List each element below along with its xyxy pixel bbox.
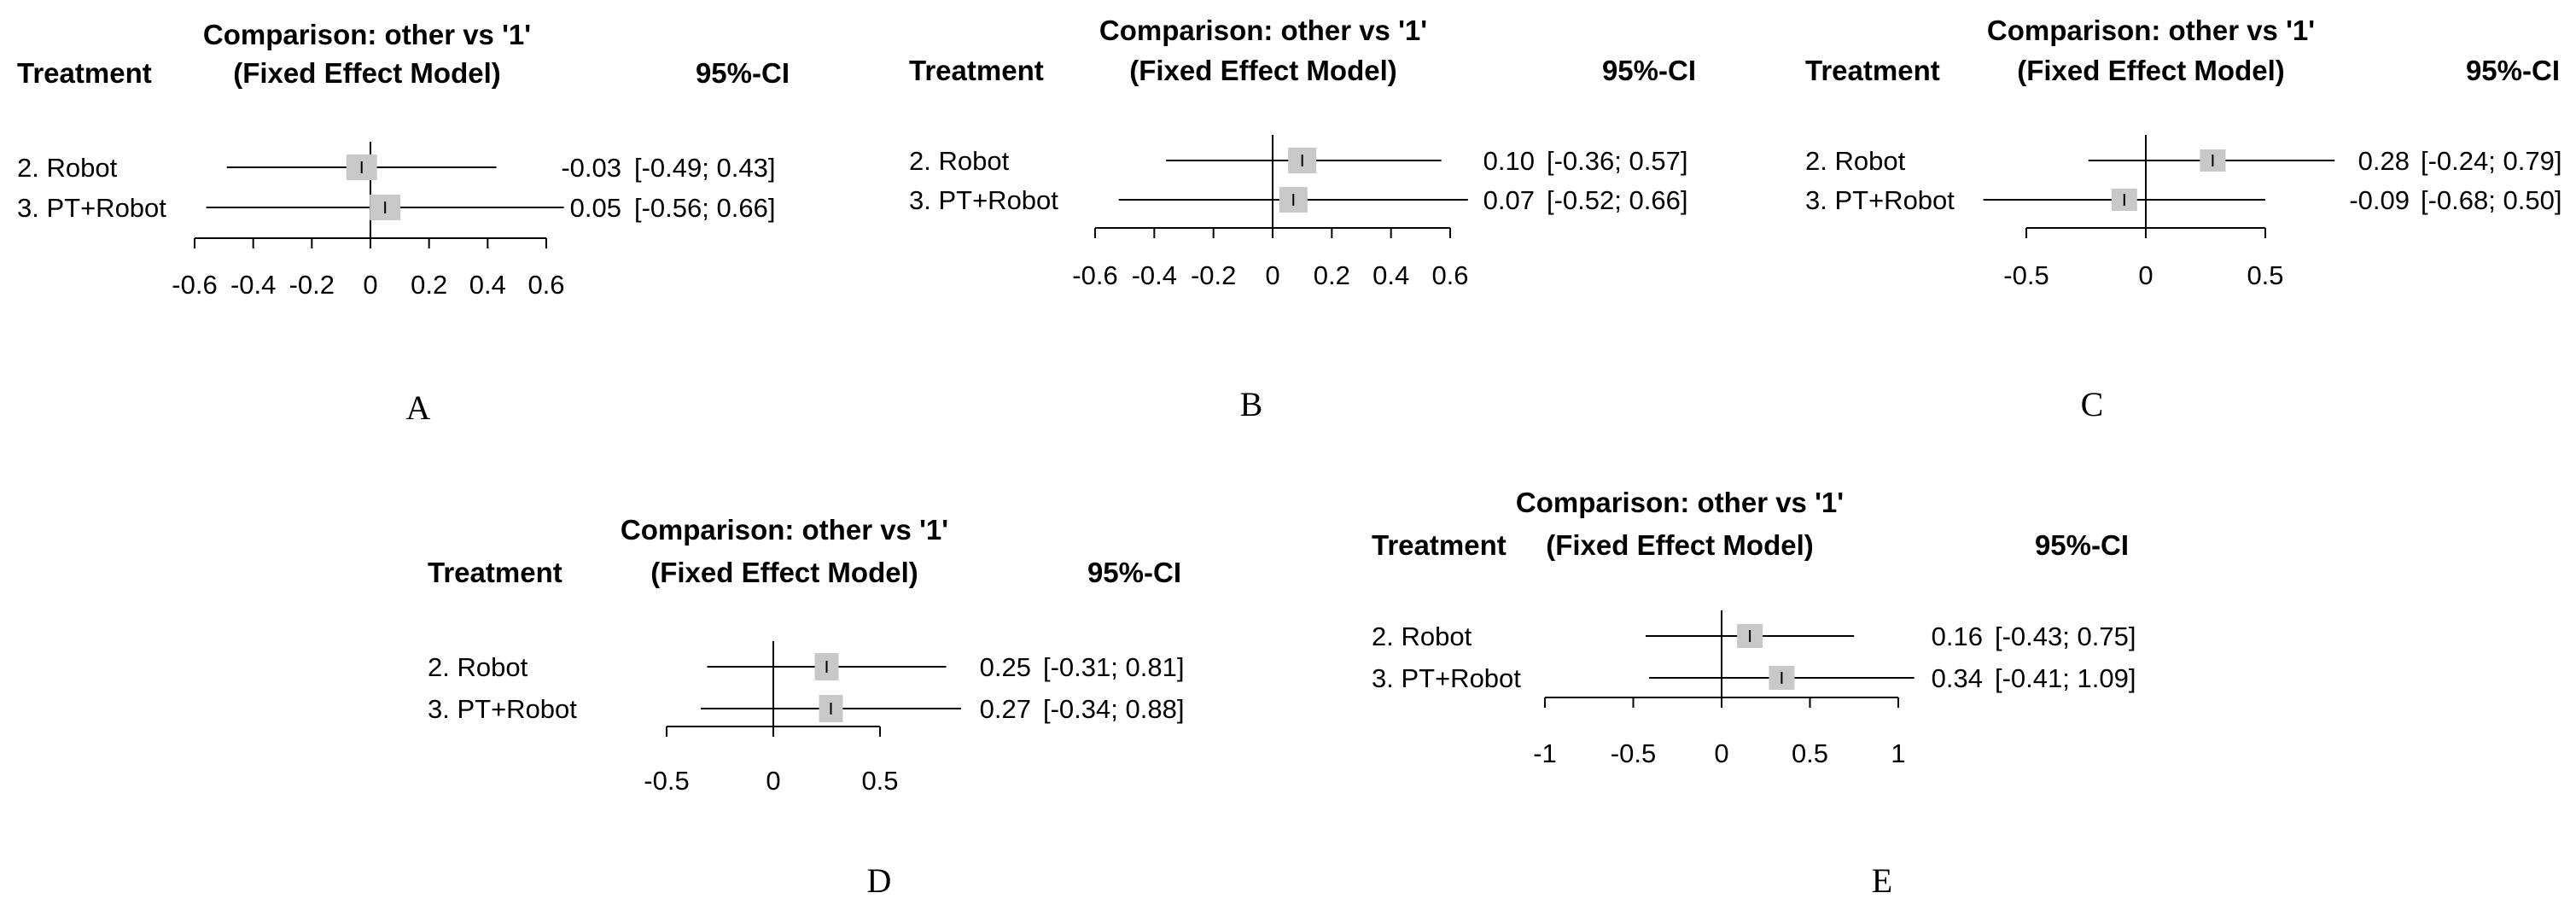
panel-d-row-0-estimate-label: 0.25 [980,652,1031,682]
panel-d-row-0-treatment: 2. Robot [428,652,528,682]
panel-e-tick-label-2: 0 [1714,738,1728,768]
panel-c-tick-label-2: 0.5 [2247,260,2283,290]
panel-d-row-1-ci-label: [-0.34; 0.88] [1043,694,1184,724]
panel-b-row-1-treatment: 3. PT+Robot [909,185,1058,215]
panel-d-letter: D [867,861,892,900]
panel-e-tick-label-1: -0.5 [1611,738,1656,768]
panel-e-letter: E [1872,861,1892,900]
panel-a-letter: A [406,388,431,427]
panel-a-title-line1: Comparison: other vs '1' [203,19,531,50]
panel-e-title-line2: (Fixed Effect Model) [1546,529,1814,561]
panel-a-tick-label-2: -0.2 [289,270,335,300]
panel-d-treatment-header: Treatment [428,557,562,588]
panel-b-row-1-estimate-label: 0.07 [1483,185,1535,215]
panel-e-row-0-estimate-label: 0.16 [1932,621,1983,651]
panel-e-row-0-treatment: 2. Robot [1372,621,1472,651]
panel-a-row-1-ci-label: [-0.56; 0.66] [634,193,775,223]
panel-e-row-1-ci-label: [-0.41; 1.09] [1995,663,2136,693]
panel-a-row-0-estimate-label: -0.03 [561,153,621,183]
panel-b-tick-label-3: 0 [1265,260,1279,290]
panel-d-title-line1: Comparison: other vs '1' [621,514,948,546]
panel-a-row-1-treatment: 3. PT+Robot [17,193,166,223]
panel-b-letter: B [1240,385,1263,423]
panel-c-title-line1: Comparison: other vs '1' [1987,15,2315,46]
panel-c-tick-label-0: -0.5 [2003,260,2049,290]
panel-d-title-line2: (Fixed Effect Model) [650,557,918,588]
panel-c-letter: C [2081,385,2104,423]
panel-a-tick-label-6: 0.6 [527,270,564,300]
panel-c-ci-header: 95%-CI [2466,55,2560,86]
panel-b-title-line2: (Fixed Effect Model) [1129,55,1397,86]
panel-a-row-1-estimate-label: 0.05 [570,193,621,223]
panel-c-row-1-estimate-label: -0.09 [2349,185,2410,215]
panel-a-row-0-treatment: 2. Robot [17,153,118,183]
panel-e-title-line1: Comparison: other vs '1' [1516,487,1844,518]
panel-c-treatment-header: Treatment [1805,55,1940,86]
panel-d-tick-label-0: -0.5 [644,766,689,796]
panel-b-treatment-header: Treatment [909,55,1044,86]
panel-b-tick-label-4: 0.2 [1314,260,1350,290]
panel-a-tick-label-5: 0.4 [469,270,506,300]
panel-b-row-0-ci-label: [-0.36; 0.57] [1547,146,1687,176]
panel-b-tick-label-1: -0.4 [1132,260,1177,290]
panel-a-row-0-ci-label: [-0.49; 0.43] [634,153,775,183]
panel-b-ci-header: 95%-CI [1602,55,1696,86]
panel-a-tick-label-1: -0.4 [230,270,276,300]
panel-c-row-1-treatment: 3. PT+Robot [1805,185,1955,215]
panel-e-row-1-treatment: 3. PT+Robot [1372,663,1521,693]
panel-c-title-line2: (Fixed Effect Model) [2017,55,2285,86]
panel-a-treatment-header: Treatment [17,57,152,89]
panel-d-row-1-treatment: 3. PT+Robot [428,694,577,724]
panel-b-row-0-treatment: 2. Robot [909,146,1010,176]
panel-a-ci-header: 95%-CI [696,57,790,89]
panel-b-tick-label-5: 0.4 [1373,260,1409,290]
panel-e-tick-label-0: -1 [1533,738,1557,768]
panel-b-tick-label-0: -0.6 [1072,260,1117,290]
panel-d-row-1-estimate-label: 0.27 [980,694,1031,724]
panel-e-row-1-estimate-label: 0.34 [1932,663,1983,693]
panel-a-tick-label-4: 0.2 [411,270,447,300]
panel-d-tick-label-1: 0 [766,766,780,796]
panel-b-row-0-estimate-label: 0.10 [1483,146,1535,176]
panel-e-ci-header: 95%-CI [2035,529,2129,561]
panel-b-tick-label-2: -0.2 [1191,260,1236,290]
panel-b-row-1-ci-label: [-0.52; 0.66] [1547,185,1687,215]
panel-e-row-0-ci-label: [-0.43; 0.75] [1995,621,2136,651]
panel-c-row-0-treatment: 2. Robot [1805,146,1906,176]
panel-c-row-0-estimate-label: 0.28 [2358,146,2410,176]
panel-c-row-1-ci-label: [-0.68; 0.50] [2421,185,2561,215]
panel-a-title-line2: (Fixed Effect Model) [233,57,501,89]
panel-a-tick-label-0: -0.6 [172,270,217,300]
panel-d-tick-label-2: 0.5 [861,766,898,796]
panel-c-row-0-ci-label: [-0.24; 0.79] [2421,146,2561,176]
panel-e-tick-label-3: 0.5 [1792,738,1828,768]
panel-b-tick-label-6: 0.6 [1431,260,1468,290]
panel-d-ci-header: 95%-CI [1087,557,1181,588]
panel-b-title-line1: Comparison: other vs '1' [1099,15,1427,46]
panel-e-tick-label-4: 1 [1891,738,1905,768]
panel-a-tick-label-3: 0 [363,270,377,300]
panel-c-tick-label-1: 0 [2138,260,2153,290]
panel-d-row-0-ci-label: [-0.31; 0.81] [1043,652,1184,682]
panel-e-treatment-header: Treatment [1372,529,1507,561]
